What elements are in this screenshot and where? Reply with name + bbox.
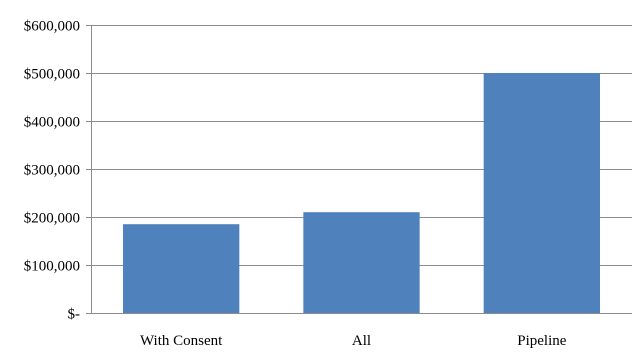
y-tick-label: $100,000 [24, 259, 80, 275]
y-tick-label: $400,000 [24, 115, 80, 131]
bars [123, 73, 600, 313]
bar [483, 73, 600, 313]
x-category-label: With Consent [140, 333, 223, 349]
x-category-label: All [352, 333, 371, 349]
x-category-labels: With Consent All Pipeline [140, 333, 567, 349]
y-tick-label: $500,000 [24, 67, 80, 83]
axes [86, 25, 632, 314]
x-category-label: Pipeline [517, 333, 567, 349]
bar [303, 212, 420, 313]
y-tick-label: $600,000 [24, 19, 80, 35]
y-tick-labels: $- $100,000 $200,000 $300,000 $400,000 $500,0… [24, 19, 80, 323]
y-tick-label: $- [68, 307, 81, 323]
y-tick-label: $300,000 [24, 163, 80, 179]
y-tick-label: $200,000 [24, 211, 80, 227]
bar [123, 224, 240, 313]
